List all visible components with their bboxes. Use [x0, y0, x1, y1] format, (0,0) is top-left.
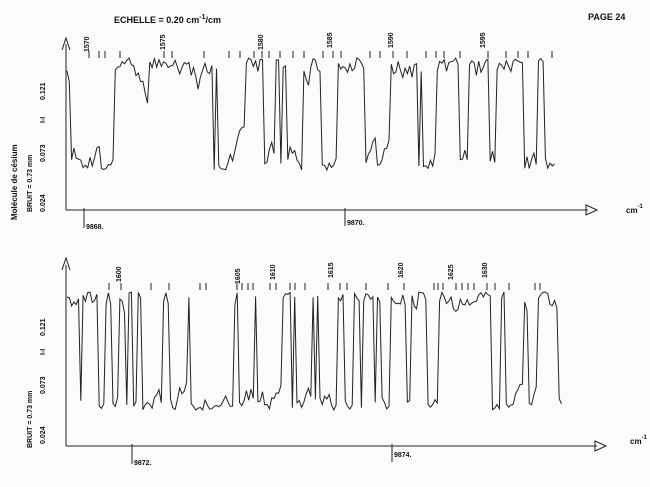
scale-label: ECHELLE = 0.20 cm-1/cm [114, 14, 222, 25]
chart-2-x-unit: cm-1 [630, 435, 648, 446]
chart-2-line-markers [108, 283, 541, 290]
chart-1-line-number: 1575 [160, 34, 167, 50]
chart-1-x-tick-label: 9868. [86, 224, 104, 231]
chart-2-x-tick-label: 9874. [394, 452, 412, 459]
chart-2-line-number: 1605 [235, 268, 242, 284]
chart-1-line-number: 1585 [327, 32, 334, 48]
chart-2-x-arrow [594, 440, 608, 452]
chart-2-y-arrow [61, 256, 71, 271]
chart-1-y-tick-label: 0.073 [40, 144, 47, 162]
chart-2-spectrum-line [66, 290, 562, 411]
chart-2-x-tick-label: 9872. [134, 460, 152, 467]
chart-2-noise-label: BRUIT = 0.73 mm [27, 391, 34, 448]
page-number: PAGE 24 [588, 12, 626, 22]
chart-1-spectrum-line [66, 56, 555, 172]
chart-1-x-arrow [585, 204, 599, 216]
chart-1-line-number: 1595 [480, 32, 487, 48]
chart-1-x-tick-label: 9870. [347, 220, 365, 227]
chart-1-line-number: 1580 [258, 34, 265, 50]
chart-2-line-number: 1625 [448, 264, 455, 280]
chart-1-x-unit: cm-1 [626, 204, 644, 215]
chart-1: I-I 0.121 0.073 0.024 BRUIT = 0.73 mm 98… [27, 32, 644, 231]
chart-1-line-number: 1570 [84, 36, 91, 52]
chart-2-ylabel: I-I [40, 349, 47, 355]
chart-1-y-tick-label: 0.024 [40, 194, 47, 212]
chart-1-line-number: 1590 [388, 32, 395, 48]
chart-1-noise-label: BRUIT = 0.73 mm [27, 155, 34, 212]
chart-2-y-tick-label: 0.024 [40, 426, 47, 444]
chart-1-line-markers [88, 51, 553, 58]
chart-2-y-tick-label: 0.121 [40, 318, 47, 336]
chart-2-line-number: 1630 [482, 262, 489, 278]
chart-2-line-number: 1620 [398, 262, 405, 278]
chart-2-y-tick-label: 0.073 [40, 376, 47, 394]
chart-1-ylabel: I-I [40, 117, 47, 123]
chart-2: I-I 0.121 0.073 0.024 BRUIT = 0.73 mm 98… [27, 256, 648, 467]
chart-2-line-number: 1600 [116, 266, 123, 282]
chart-2-line-number: 1615 [328, 262, 335, 278]
chart-1-y-arrow [61, 36, 71, 51]
chart-1-y-tick-label: 0.121 [40, 82, 47, 100]
chart-2-line-number: 1610 [270, 264, 277, 280]
